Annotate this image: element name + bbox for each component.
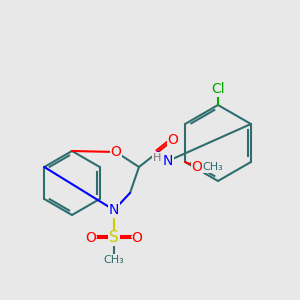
Text: S: S <box>109 230 119 245</box>
Text: =: = <box>95 232 105 244</box>
Text: N: N <box>163 154 173 168</box>
Text: CH₃: CH₃ <box>203 162 224 172</box>
Text: O: O <box>111 145 122 159</box>
Text: N: N <box>109 203 119 217</box>
Text: O: O <box>132 231 142 245</box>
Text: CH₃: CH₃ <box>103 255 124 265</box>
Text: O: O <box>168 133 178 147</box>
Text: H: H <box>153 153 161 163</box>
Text: Cl: Cl <box>211 82 225 96</box>
Text: =: = <box>123 232 133 244</box>
Text: O: O <box>192 160 203 174</box>
Text: O: O <box>85 231 96 245</box>
